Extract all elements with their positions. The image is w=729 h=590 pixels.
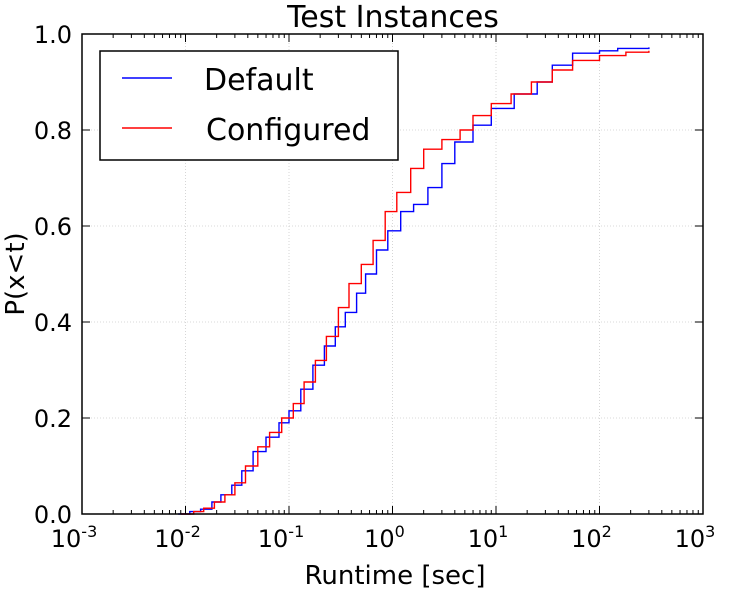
legend-frame [99,50,399,161]
y-tick-label: 0.8 [34,117,72,145]
x-tick-label: 10-2 [154,522,201,553]
x-tick-label: 10-3 [51,522,98,553]
grid-lines [82,34,703,514]
x-tick-label: 101 [468,522,509,553]
legend-label-configured: Configured [206,113,370,148]
chart-title: Test Instances [286,0,499,35]
x-tick-label: 102 [571,522,612,553]
x-tick-label: 100 [364,522,405,553]
series-line-configured [180,50,650,515]
legend-label-default: Default [204,63,314,98]
y-axis-title: P(x<t) [1,232,31,315]
legend: Default Configured [99,50,399,161]
y-tick-label: 0.4 [34,309,72,337]
y-tick-label: 0.0 [34,501,72,529]
x-axis-title: Runtime [sec] [305,561,486,590]
series-lines [178,47,650,515]
y-tick-label: 1.0 [34,21,72,49]
axis-ticks: 10-3 10-2 10-1 100 101 102 103 0.0 0.2 0.4 0.6 0.8 1… [34,21,716,553]
x-tick-label: 10-1 [258,522,305,553]
y-tick-label: 0.6 [34,213,72,241]
x-tick-label: 103 [675,522,716,553]
y-tick-label: 0.2 [34,405,72,433]
series-line-default [178,47,650,515]
